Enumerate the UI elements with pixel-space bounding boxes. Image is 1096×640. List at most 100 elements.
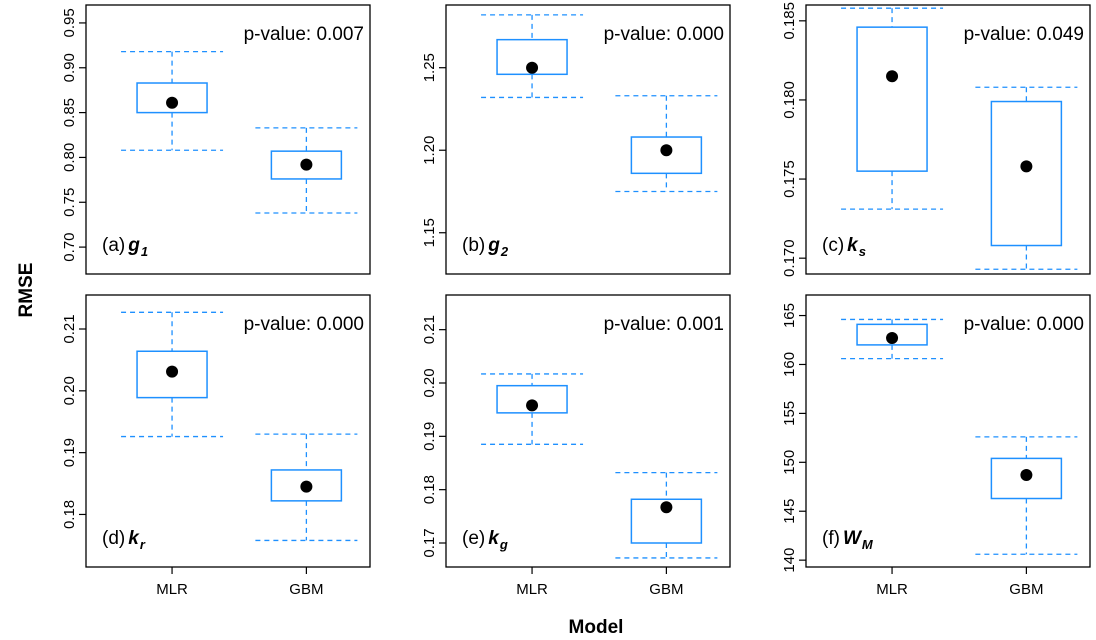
iqr-box [990, 100, 1063, 247]
panel-tag: (f) [822, 528, 840, 549]
box-mlr [121, 50, 224, 151]
y-tick-label: 1.20 [421, 136, 438, 165]
y-tick-label: 1.15 [421, 218, 438, 247]
x-tick-label-mlr: MLR [156, 581, 188, 598]
mean-point [886, 70, 899, 83]
panel-frame [445, 294, 731, 568]
box-gbm [975, 436, 1078, 555]
mean-point [1020, 469, 1033, 482]
y-tick-label: 0.90 [61, 53, 78, 82]
y-tick-label: 0.19 [61, 438, 78, 467]
y-tick-label: 0.170 [781, 239, 798, 277]
x-tick-label-gbm: GBM [1009, 581, 1043, 598]
mean-point [166, 96, 179, 109]
panel-variable: k [128, 528, 140, 549]
y-tick-label: 150 [781, 450, 798, 475]
box-gbm [615, 95, 718, 193]
panel-frame [445, 4, 731, 275]
mean-point [660, 501, 673, 514]
y-tick-label: 165 [781, 303, 798, 328]
panel-frame [805, 294, 1091, 568]
box-gbm [975, 86, 1078, 270]
box-gbm [255, 433, 358, 542]
mean-point [300, 480, 313, 493]
p-value-label: p-value: 0.049 [964, 24, 1084, 45]
panel-variable: g [487, 235, 500, 256]
mean-point [886, 332, 899, 345]
panel-variable: g [127, 235, 140, 256]
panel-tag: (b) [462, 235, 485, 256]
y-tick-label: 0.95 [61, 8, 78, 37]
panel-frame [85, 294, 371, 568]
y-axis-label: RMSE [16, 263, 37, 318]
box-mlr [481, 14, 584, 99]
x-axis-label: Model [569, 617, 624, 638]
box-mlr [841, 7, 944, 210]
y-tick-label: 0.175 [781, 160, 798, 198]
y-tick-label: 0.70 [61, 232, 78, 261]
panel-frame [85, 4, 371, 275]
y-tick-label: 0.75 [61, 188, 78, 217]
y-tick-label: 140 [781, 548, 798, 573]
x-tick-label-mlr: MLR [516, 581, 548, 598]
panels-group: 0.70 0.75 0.80 0.85 0.90 0.95 p-value: 0.007 (a… [61, 2, 1091, 598]
mean-point [526, 399, 539, 412]
y-tick-label: 0.85 [61, 98, 78, 127]
p-value-label: p-value: 0.000 [604, 24, 724, 45]
panel-e: 0.17 0.18 0.19 0.20 0.21 MLR GBM p-value: 0.001… [421, 294, 731, 598]
panel-variable-subscript: g [499, 537, 508, 552]
p-value-label: p-value: 0.000 [244, 314, 364, 335]
p-value-label: p-value: 0.001 [604, 314, 724, 335]
y-tick-label: 160 [781, 352, 798, 377]
mean-point [166, 365, 179, 378]
y-tick-label: 0.20 [61, 376, 78, 405]
box-mlr [841, 318, 944, 360]
y-tick-label: 0.18 [421, 475, 438, 504]
panel-tag: (e) [462, 528, 485, 549]
y-tick-label: 0.185 [781, 2, 798, 40]
panel-tag: (a) [102, 235, 125, 256]
x-tick-label-mlr: MLR [876, 581, 908, 598]
y-tick-label: 155 [781, 401, 798, 426]
box-gbm [255, 127, 358, 214]
panel-frame [805, 4, 1091, 275]
y-tick-label: 0.17 [421, 528, 438, 557]
panel-c: 0.170 0.175 0.180 0.185 p-value: 0.049 (c) k s [781, 2, 1091, 277]
y-tick-label: 145 [781, 499, 798, 524]
y-tick-label: 0.19 [421, 422, 438, 451]
panel-variable-subscript: M [862, 537, 874, 552]
p-value-label: p-value: 0.007 [244, 24, 364, 45]
panel-a: 0.70 0.75 0.80 0.85 0.90 0.95 p-value: 0.007 (a… [61, 4, 371, 275]
panel-variable: W [843, 528, 863, 549]
box-mlr [121, 311, 224, 438]
panel-d: 0.18 0.19 0.20 0.21 MLR GBM p-value: 0.000 (d) k… [61, 294, 371, 598]
mean-point [526, 61, 539, 74]
panel-variable-subscript: 2 [500, 244, 509, 259]
panel-f: 140 145 150 155 160 165 MLR GBM p-value: 0.000 (f… [781, 294, 1091, 598]
panel-variable-subscript: 1 [141, 244, 148, 259]
y-tick-label: 0.80 [61, 143, 78, 172]
panel-b: 1.15 1.20 1.25 p-value: 0.000 (b) g 2 [421, 4, 731, 275]
mean-point [660, 144, 673, 157]
y-tick-label: 0.20 [421, 368, 438, 397]
panel-variable-subscript: r [140, 537, 146, 552]
y-tick-label: 0.21 [61, 314, 78, 343]
iqr-box [856, 26, 928, 172]
box-gbm [615, 471, 718, 559]
panel-variable: k [847, 235, 859, 256]
mean-point [300, 158, 313, 171]
box-mlr [481, 373, 584, 445]
y-tick-label: 0.18 [61, 500, 78, 529]
x-tick-label-gbm: GBM [649, 581, 683, 598]
panel-tag: (c) [822, 235, 844, 256]
panel-variable-subscript: s [859, 244, 866, 259]
panel-variable: k [488, 528, 500, 549]
x-tick-label-gbm: GBM [289, 581, 323, 598]
y-tick-label: 1.25 [421, 53, 438, 82]
mean-point [1020, 160, 1033, 173]
y-tick-label: 0.21 [421, 315, 438, 344]
p-value-label: p-value: 0.000 [964, 314, 1084, 335]
y-tick-label: 0.180 [781, 81, 798, 119]
panel-tag: (d) [102, 528, 125, 549]
